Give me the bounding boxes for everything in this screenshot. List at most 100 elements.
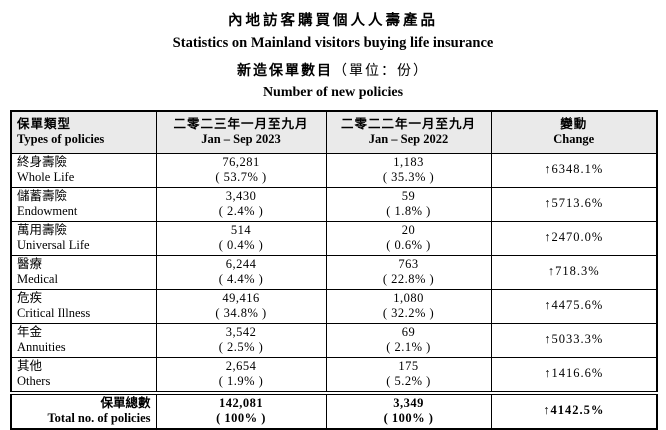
column-header-2023-zh: 二零二三年一月至九月 — [173, 116, 309, 131]
value-2022: 763 — [398, 256, 419, 271]
policy-type-cell: 其他 Others — [10, 356, 157, 393]
value-2023-cell: 3,430 ( 2.4% ) — [155, 186, 327, 222]
value-2023: 49,416 — [222, 290, 260, 305]
value-2023-cell: 49,416 ( 34.8% ) — [155, 288, 327, 324]
change-cell: ↑4475.6% — [490, 288, 658, 324]
total-change-cell: ↑4142.5% — [490, 390, 658, 429]
share-2022: ( 35.3% ) — [382, 170, 435, 184]
share-2023: ( 34.8% ) — [215, 306, 267, 320]
share-2022: ( 32.2% ) — [382, 306, 435, 320]
share-2023: ( 2.4% ) — [218, 204, 264, 218]
share-2023: ( 53.7% ) — [215, 170, 267, 184]
value-2022-cell: 59 ( 1.8% ) — [325, 186, 492, 222]
value-2022: 69 — [401, 324, 416, 339]
document-header: 內地訪客購買個人人壽產品 Statistics on Mainland visi… — [0, 10, 666, 103]
policy-type-en: Annuities — [17, 340, 66, 354]
share-2023: ( 4.4% ) — [218, 272, 264, 286]
value-2023-cell: 76,281 ( 53.7% ) — [155, 152, 327, 188]
change-cell: ↑5713.6% — [490, 186, 658, 222]
table-row-critical-illness: 危疾 Critical Illness 49,416 ( 34.8% ) 1,0… — [10, 288, 658, 324]
value-2023: 3,542 — [225, 324, 257, 339]
column-header-policy-type-zh: 保單類型 — [17, 116, 72, 131]
table-row-medical: 醫療 Medical 6,244 ( 4.4% ) 763 ( 22.8% ) … — [10, 254, 658, 290]
change-cell: ↑2470.0% — [490, 220, 658, 256]
value-2023-cell: 514 ( 0.4% ) — [155, 220, 327, 256]
share-2023: ( 2.5% ) — [218, 340, 264, 354]
policy-type-cell: 終身壽險 Whole Life — [10, 152, 157, 188]
value-2023: 2,654 — [225, 358, 257, 373]
column-header-2022-zh: 二零二二年一月至九月 — [340, 116, 476, 131]
policy-type-cell: 萬用壽險 Universal Life — [10, 220, 157, 256]
policy-type-zh: 危疾 — [17, 290, 43, 305]
share-2022: ( 5.2% ) — [386, 374, 431, 388]
header-row: 保單類型 Types of policies 二零二三年一月至九月 Jan – … — [10, 110, 658, 154]
change-cell: ↑1416.6% — [490, 356, 658, 393]
table-row-universal-life: 萬用壽險 Universal Life 514 ( 0.4% ) 20 ( 0.… — [10, 220, 658, 256]
column-header-policy-type: 保單類型 Types of policies — [10, 110, 157, 154]
subtitle-chinese: 新造保單數目 — [237, 64, 333, 79]
table-row-endowment: 儲蓄壽險 Endowment 3,430 ( 2.4% ) 59 ( 1.8% … — [10, 186, 658, 222]
policy-type-zh: 終身壽險 — [17, 154, 68, 169]
value-2022-cell: 1,183 ( 35.3% ) — [325, 152, 492, 188]
policy-type-cell: 年金 Annuities — [10, 322, 157, 358]
value-2022: 20 — [401, 222, 416, 237]
value-2022: 1,183 — [393, 154, 424, 169]
change-cell: ↑6348.1% — [490, 152, 658, 188]
table-row-others: 其他 Others 2,654 ( 1.9% ) 175 ( 5.2% ) ↑1… — [10, 356, 658, 393]
policy-type-en: Medical — [17, 272, 58, 286]
policy-type-en: Endowment — [17, 204, 78, 218]
title-english: Statistics on Mainland visitors buying l… — [172, 35, 494, 51]
column-header-change: 變動 Change — [490, 110, 658, 154]
value-2022: 1,080 — [393, 290, 424, 305]
share-2022: ( 2.1% ) — [386, 340, 431, 354]
share-2022: ( 1.8% ) — [386, 204, 431, 218]
change-cell: ↑718.3% — [490, 254, 658, 290]
value-2022-cell: 69 ( 2.1% ) — [325, 322, 492, 358]
column-header-2022: 二零二二年一月至九月 Jan – Sep 2022 — [325, 110, 492, 154]
statistics-table: 保單類型 Types of policies 二零二三年一月至九月 Jan – … — [10, 110, 658, 430]
policy-type-en: Others — [17, 374, 51, 388]
share-2023: ( 1.9% ) — [218, 374, 264, 388]
column-header-2022-en: Jan – Sep 2022 — [368, 132, 449, 147]
value-2023: 3,430 — [225, 188, 257, 203]
value-2023-cell: 6,244 ( 4.4% ) — [155, 254, 327, 290]
total-label-en: Total no. of policies — [47, 411, 151, 425]
value-2022: 59 — [401, 188, 416, 203]
value-2022-cell: 763 ( 22.8% ) — [325, 254, 492, 290]
policy-type-en: Critical Illness — [17, 306, 91, 320]
total-value-2023-cell: 142,081 ( 100% ) — [155, 390, 327, 429]
policy-type-en: Universal Life — [17, 238, 90, 252]
table-row-annuities: 年金 Annuities 3,542 ( 2.5% ) 69 ( 2.1% ) … — [10, 322, 658, 358]
total-share-2023: ( 100% ) — [216, 411, 266, 425]
change-cell: ↑5033.3% — [490, 322, 658, 358]
share-2022: ( 0.6% ) — [386, 238, 431, 252]
column-header-2023-en: Jan – Sep 2023 — [201, 132, 281, 147]
subtitle-line: 新造保單數目（單位：份） — [0, 61, 666, 82]
value-2023: 6,244 — [225, 256, 257, 271]
policy-type-zh: 年金 — [17, 324, 43, 339]
policy-type-zh: 其他 — [17, 358, 43, 373]
value-2023-cell: 2,654 ( 1.9% ) — [155, 356, 327, 393]
total-value-2023: 142,081 — [218, 395, 264, 410]
total-label-zh: 保單總數 — [100, 395, 151, 410]
value-2022-cell: 175 ( 5.2% ) — [325, 356, 492, 393]
column-header-2023: 二零二三年一月至九月 Jan – Sep 2023 — [155, 110, 327, 154]
total-value-2022: 3,349 — [393, 395, 424, 410]
policy-type-zh: 儲蓄壽險 — [17, 188, 68, 203]
total-value-2022-cell: 3,349 ( 100% ) — [325, 390, 492, 429]
policy-type-zh: 醫療 — [17, 256, 43, 271]
policy-type-en: Whole Life — [17, 170, 75, 184]
value-2022-cell: 1,080 ( 32.2% ) — [325, 288, 492, 324]
total-share-2022: ( 100% ) — [383, 411, 434, 425]
value-2023: 514 — [230, 222, 252, 237]
value-2022-cell: 20 ( 0.6% ) — [325, 220, 492, 256]
title-chinese: 內地訪客購買個人人壽產品 — [228, 13, 438, 29]
column-header-change-en: Change — [553, 132, 595, 147]
subtitle-english: Number of new policies — [262, 85, 404, 100]
policy-type-cell: 危疾 Critical Illness — [10, 288, 157, 324]
subtitle-unit: （單位：份） — [333, 64, 429, 79]
column-header-change-zh: 變動 — [560, 116, 588, 131]
policy-type-zh: 萬用壽險 — [17, 222, 68, 237]
value-2022: 175 — [398, 358, 419, 373]
share-2023: ( 0.4% ) — [218, 238, 264, 252]
